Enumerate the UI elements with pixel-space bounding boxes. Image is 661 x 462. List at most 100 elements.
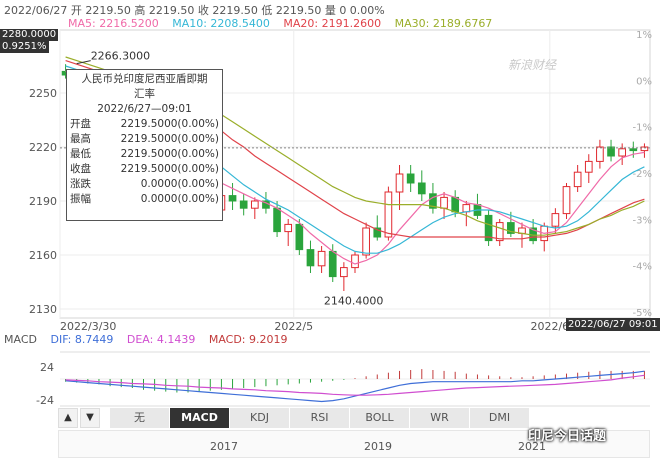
candle-body — [618, 148, 627, 157]
dea-line — [65, 374, 645, 396]
candle-body — [406, 173, 415, 184]
candle-body — [640, 146, 649, 152]
candle-body — [507, 222, 515, 234]
tooltip-value: 2219.5000(0.00%) — [120, 148, 219, 160]
candle-body — [395, 173, 404, 193]
macd-y-label: 24 — [40, 361, 54, 374]
sina-watermark: 新浪财经 — [508, 58, 557, 72]
ma5-label: MA5: 2216.5200 — [68, 17, 159, 30]
tab-boll[interactable]: BOLL — [350, 408, 410, 428]
candle-body — [429, 193, 437, 209]
tab-dmi[interactable]: DMI — [470, 408, 530, 428]
pct-tag: 0.9251% — [0, 41, 49, 53]
tooltip-value: 0.0000(0.00%) — [140, 178, 219, 190]
high-pointer — [76, 60, 91, 65]
candle-body — [239, 200, 248, 209]
tooltip-key: 收盘 — [70, 163, 91, 175]
tooltip-row: 收盘 2219.5000(0.00%) — [70, 162, 219, 177]
ma10-label: MA10: 2208.5400 — [172, 17, 270, 30]
candle-body — [484, 214, 493, 242]
tooltip-key: 振幅 — [70, 193, 91, 205]
y-tick-label: 2220 — [29, 141, 57, 154]
tooltip-datetime: 2022/6/27—09:01 — [97, 103, 192, 115]
overview-year: 2021 — [518, 440, 546, 453]
range-overview[interactable] — [58, 430, 650, 458]
tooltip-row: 最高 2219.5000(0.00%) — [70, 132, 219, 147]
pct-tick-label: -1% — [633, 123, 652, 134]
candle-body — [495, 222, 504, 242]
ohlc-tooltip: 人民币兑印度尼西亚盾即期 汇率 2022/6/27—09:01 开盘 2219.5… — [66, 69, 223, 221]
tooltip-key: 涨跌 — [70, 178, 91, 190]
candle-body — [384, 191, 393, 238]
candle-body — [462, 204, 471, 213]
tooltip-row: 最低 2219.5000(0.00%) — [70, 147, 219, 162]
pct-tick-label: -4% — [633, 262, 652, 273]
tooltip-row: 涨跌 0.0000(0.00%) — [70, 177, 219, 192]
macd-title: MACD — [4, 333, 37, 346]
tooltip-row: 开盘 2219.5000(0.00%) — [70, 117, 219, 132]
tab-rsi[interactable]: RSI — [290, 408, 350, 428]
macd-y-label: -24 — [36, 394, 54, 407]
ma30-label: MA30: 2189.6767 — [394, 17, 493, 30]
low-annotation: 2140.4000 — [324, 294, 384, 307]
pct-tick-label: 1% — [636, 30, 652, 41]
tooltip-title: 人民币兑印度尼西亚盾即期 — [81, 73, 208, 85]
pct-tick-label: -5% — [633, 308, 652, 319]
high-annotation: 2266.3000 — [91, 50, 151, 63]
pct-tick-label: -2% — [633, 169, 652, 180]
candle-body — [629, 148, 638, 152]
candle-body — [351, 254, 359, 269]
candle-body — [317, 250, 326, 267]
candle-body — [328, 250, 337, 278]
tab-macd[interactable]: MACD — [170, 408, 230, 428]
candle-body — [562, 186, 571, 215]
candle-body — [373, 227, 382, 238]
tooltip-value: 0.0000(0.00%) — [140, 193, 219, 205]
candle-body — [250, 200, 259, 209]
tooltip-subtitle: 汇率 — [134, 88, 155, 100]
tab-none[interactable]: 无 — [110, 408, 170, 428]
candle-body — [362, 227, 370, 256]
candle-body — [451, 196, 460, 213]
scroll-down-icon[interactable]: ▼ — [80, 408, 100, 428]
candle-body — [596, 146, 604, 162]
quote-header: 2022/06/27 开 2219.50 高 2219.50 收 2219.50… — [4, 4, 385, 17]
tab-kdj[interactable]: KDJ — [230, 408, 290, 428]
candle-body — [607, 146, 615, 157]
ma-legend: MA5: 2216.5200 MA10: 2208.5400 MA20: 219… — [68, 17, 502, 30]
dea-label: DEA: 4.1439 — [126, 333, 196, 346]
candle-body — [584, 160, 593, 173]
y-tick-label: 2190 — [29, 195, 57, 208]
candle-body — [573, 171, 582, 188]
tab-wr[interactable]: WR — [410, 408, 470, 428]
pct-tick-label: 0% — [636, 76, 652, 87]
scroll-up-icon[interactable]: ▲ — [58, 408, 78, 428]
tooltip-value: 2219.5000(0.00%) — [120, 163, 219, 175]
dif-label: DIF: 8.7449 — [50, 333, 114, 346]
pct-tick-label: -3% — [633, 215, 652, 226]
tooltip-key: 最低 — [70, 148, 91, 160]
tooltip-key: 开盘 — [70, 118, 91, 130]
tooltip-row: 振幅 0.0000(0.00%) — [70, 192, 219, 207]
candle-body — [551, 213, 560, 227]
x-tick-label: 2022/6 — [530, 320, 569, 333]
candle-body — [284, 223, 293, 233]
candle-body — [295, 223, 304, 251]
macd-value-label: MACD: 9.2019 — [208, 333, 288, 346]
crosshair-date-tag: 2022/06/27 09:01 — [566, 318, 660, 331]
wechat-watermark: 印尼今日话题 — [528, 429, 607, 444]
x-tick-label: 2022/3/30 — [60, 320, 116, 333]
candle-body — [273, 207, 281, 233]
candle-body — [228, 195, 237, 202]
ma20-label: MA20: 2191.2600 — [283, 17, 382, 30]
macd-legend: MACD DIF: 8.7449 DEA: 4.1439 MACD: 9.201… — [4, 333, 298, 346]
candle-body — [340, 267, 348, 278]
price-tag: 2280.0000 — [0, 29, 59, 41]
candle-body — [417, 182, 426, 195]
y-tick-label: 2160 — [29, 249, 57, 262]
x-tick-label: 2022/5 — [274, 320, 313, 333]
overview-year: 2017 — [210, 440, 238, 453]
y-tick-label: 2130 — [29, 303, 57, 316]
overview-year: 2019 — [364, 440, 392, 453]
tooltip-value: 2219.5000(0.00%) — [120, 133, 219, 145]
